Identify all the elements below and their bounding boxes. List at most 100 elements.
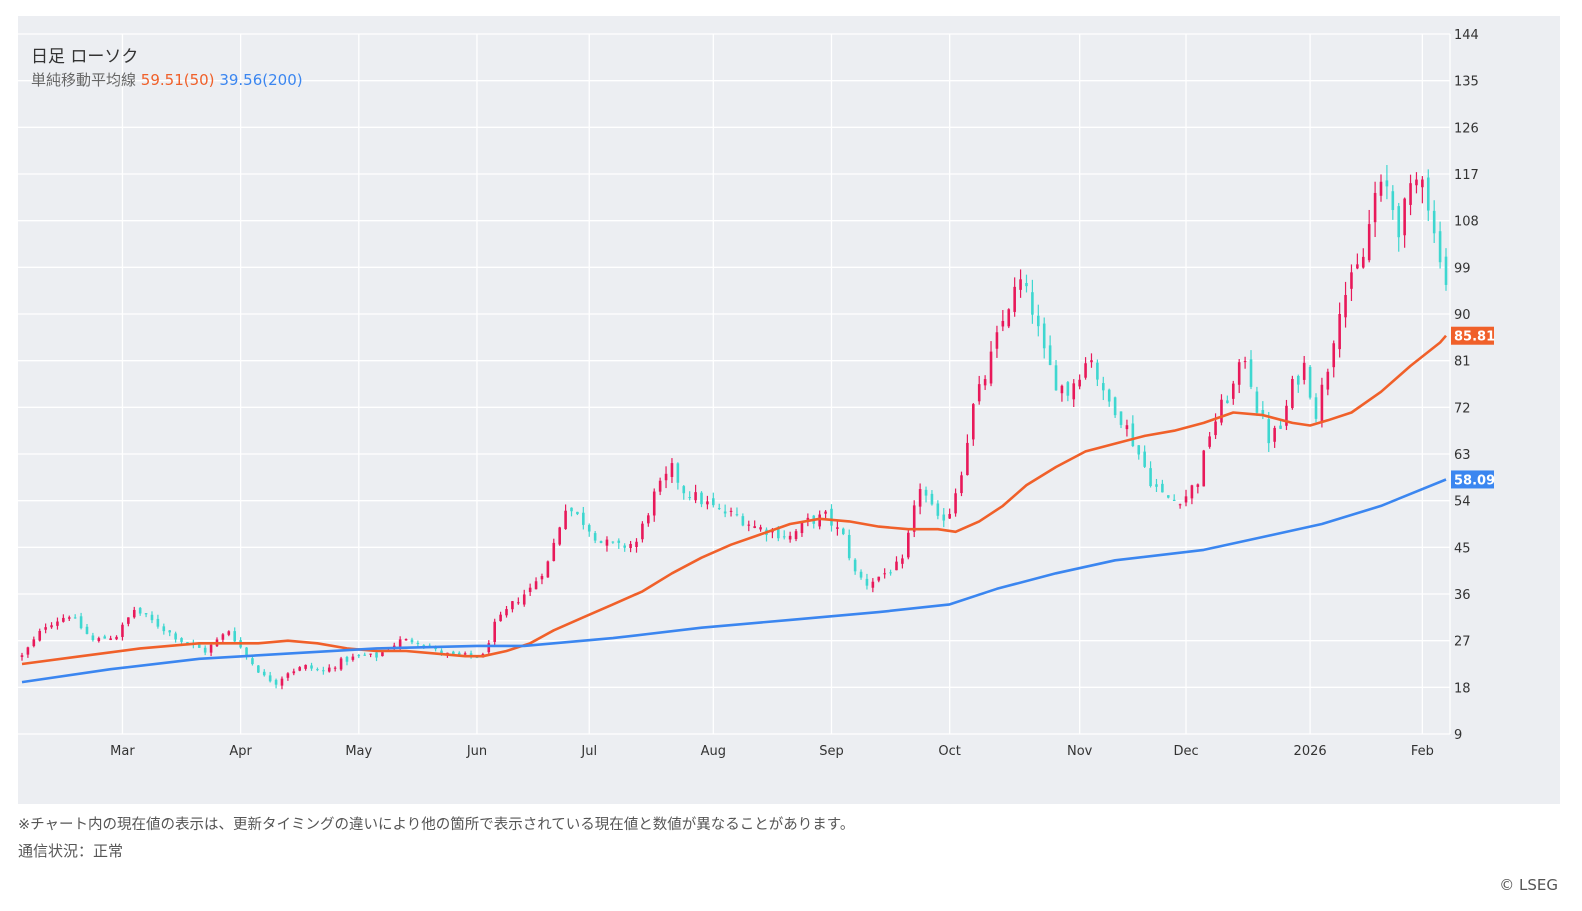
candle-body	[830, 508, 833, 526]
candle-body	[1208, 436, 1211, 447]
candle-body	[327, 667, 331, 672]
candle-body	[1373, 192, 1377, 223]
candle-body	[1344, 295, 1347, 318]
candle-body	[1054, 365, 1058, 391]
candle	[310, 662, 313, 671]
candle	[1296, 374, 1300, 393]
candle-body	[782, 536, 786, 538]
candle-body	[1356, 264, 1359, 269]
candle	[1101, 376, 1105, 401]
candle	[1166, 495, 1170, 499]
candle-body	[942, 514, 946, 521]
candle-body	[245, 647, 248, 657]
candle	[85, 624, 89, 635]
candle	[268, 671, 272, 683]
candle-body	[233, 631, 237, 642]
candle-body	[1308, 366, 1312, 398]
candle-body	[1249, 359, 1253, 387]
candle	[121, 622, 124, 641]
y-tick-label: 99	[1454, 261, 1471, 276]
candle-body	[1385, 180, 1389, 187]
candle-body	[286, 673, 290, 678]
candle-body	[56, 621, 59, 626]
candle-body	[593, 533, 597, 541]
candle	[570, 507, 573, 517]
candle-body	[570, 507, 573, 512]
candle	[966, 434, 969, 476]
candle-body	[121, 624, 124, 637]
candle	[599, 540, 603, 544]
candle-body	[351, 656, 355, 660]
candle	[717, 503, 721, 511]
candle-body	[115, 636, 118, 640]
price-tag: 85.81	[1451, 326, 1495, 345]
candle-body	[1397, 206, 1401, 238]
candle	[576, 511, 579, 516]
candle	[540, 573, 544, 585]
candle	[369, 653, 372, 658]
candle	[56, 617, 59, 630]
candle	[647, 513, 650, 527]
candle-body	[1125, 425, 1129, 430]
candle	[416, 640, 420, 647]
candle-body	[983, 379, 987, 386]
candle-body	[1279, 425, 1282, 429]
candle	[635, 538, 638, 553]
candle	[989, 341, 993, 387]
candle-body	[26, 647, 30, 655]
y-tick-label: 144	[1454, 28, 1479, 43]
candle-body	[1409, 183, 1412, 205]
candle-body	[1072, 383, 1076, 400]
candle	[522, 589, 526, 607]
candle	[865, 573, 869, 590]
candle	[1119, 411, 1123, 429]
candle-body	[1432, 210, 1436, 234]
candle-body	[1066, 382, 1070, 396]
candle	[493, 618, 496, 646]
candle	[209, 642, 213, 657]
candle-body	[487, 643, 491, 653]
candle-body	[38, 630, 42, 641]
candle-body	[227, 631, 231, 635]
candle-body	[712, 498, 715, 506]
candle	[1361, 248, 1365, 269]
candle-body	[599, 541, 603, 543]
candle	[688, 491, 691, 501]
candle-body	[948, 514, 951, 519]
candle-body	[647, 515, 650, 524]
candle-body	[1214, 421, 1217, 436]
candle-body	[534, 581, 538, 590]
candle-body	[877, 576, 881, 581]
candle	[38, 628, 42, 642]
candle	[79, 612, 83, 630]
candle-body	[32, 639, 36, 647]
candle	[1078, 374, 1081, 390]
candle-body	[1202, 450, 1206, 487]
candle	[1143, 445, 1146, 468]
candle-body	[1119, 411, 1123, 425]
candle	[1403, 197, 1406, 248]
candle	[1285, 399, 1288, 431]
candle-body	[853, 559, 857, 572]
candle	[1178, 503, 1182, 509]
candle-body	[1220, 399, 1223, 423]
candle-body	[203, 647, 207, 653]
candle-body	[156, 618, 160, 627]
candle	[1161, 479, 1164, 493]
candle	[363, 652, 367, 656]
y-tick-label: 90	[1454, 308, 1471, 323]
candle	[1137, 445, 1141, 460]
candle	[1190, 484, 1194, 505]
candle-body	[91, 635, 95, 641]
candle-body	[641, 523, 644, 540]
candle	[517, 597, 520, 605]
candle	[753, 520, 756, 529]
candle-body	[274, 679, 278, 685]
candle-body	[930, 493, 934, 505]
chart-title: 日足 ローソク	[31, 47, 139, 67]
candle	[1208, 431, 1211, 449]
candle-body	[1155, 484, 1158, 487]
candle-body	[1078, 379, 1081, 387]
candle-body	[1243, 361, 1247, 363]
candle	[26, 646, 30, 658]
